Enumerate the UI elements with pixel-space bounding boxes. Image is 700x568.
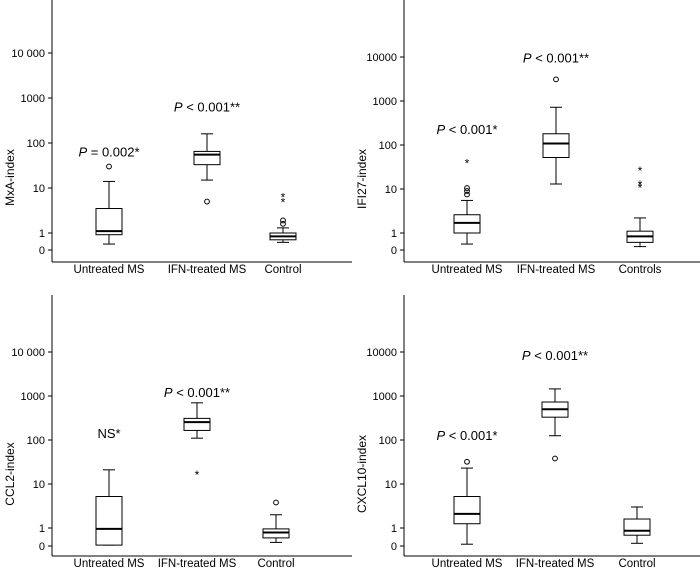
- box-iqr: [453, 495, 481, 525]
- y-tick-label: 10: [385, 184, 397, 196]
- outlier-circle: [464, 191, 470, 198]
- significance-annotation: P < 0.001*: [436, 428, 497, 443]
- chart-panel-3: 0 1 10 100 1000 10 000 CCL2-index Untreated MS I…: [3, 295, 352, 568]
- outlier-circle: [280, 220, 286, 227]
- y-tick-label: 0: [39, 541, 45, 553]
- y-axis-title: CXCL10-index: [355, 435, 369, 513]
- box-2: [193, 133, 221, 205]
- y-tick-label: 1000: [21, 391, 45, 403]
- outlier-circle: [464, 188, 470, 194]
- y-tick-label: 10000: [366, 347, 397, 359]
- x-category-label: IFN-treated MS: [517, 264, 596, 276]
- x-category-label: Untreated MS: [432, 558, 503, 568]
- y-tick-label: 1: [39, 228, 45, 240]
- box-1: [95, 163, 123, 245]
- y-tick-label: 10: [33, 479, 45, 491]
- outlier-star: *: [195, 468, 200, 482]
- x-category-label: IFN-treated MS: [516, 558, 595, 568]
- y-tick-label: 1: [39, 523, 45, 535]
- significance-annotation: P < 0.001**: [164, 385, 230, 400]
- y-tick-label: 100: [379, 435, 397, 447]
- x-category-label: Control: [257, 558, 294, 568]
- y-axis-title: CCL2-index: [3, 442, 17, 505]
- box-1: [453, 458, 481, 545]
- box-iqr: [623, 518, 651, 536]
- outlier-star: *: [638, 164, 643, 178]
- outlier-star: *: [638, 178, 643, 192]
- outlier-star: *: [638, 181, 643, 195]
- y-tick-label: 100: [27, 435, 45, 447]
- outlier-circle: [553, 76, 559, 83]
- x-category-label: Controls: [619, 264, 662, 276]
- y-axis-title: MxA-index: [3, 149, 17, 206]
- box-1: [95, 469, 123, 546]
- box-2: *: [183, 402, 211, 482]
- y-tick-label: 10 000: [11, 347, 45, 359]
- y-tick-label: 100: [379, 140, 397, 152]
- chart-panel-2: 0 1 10 100 1000 10000 IFI27-index Untreated MS I…: [355, 0, 700, 276]
- box-iqr: [183, 417, 211, 431]
- x-category-label: Control: [264, 264, 301, 276]
- significance-annotation: NS*: [97, 426, 120, 441]
- y-tick-label: 1: [391, 228, 397, 240]
- chart-panel-1: 0 1 10 100 1000 10 000 MxA-index Untreated MS IF…: [3, 0, 352, 276]
- x-category-label: Control: [618, 558, 655, 568]
- outlier-circle: [280, 217, 286, 224]
- box-iqr: [95, 495, 123, 546]
- y-tick-label: 1: [391, 523, 397, 535]
- outlier-circle: [204, 198, 210, 205]
- x-category-label: Untreated MS: [432, 264, 503, 276]
- significance-annotation: P < 0.001**: [522, 348, 588, 363]
- outlier-star: *: [465, 157, 470, 171]
- significance-annotation: P < 0.001*: [436, 122, 497, 137]
- y-tick-label: 1000: [373, 391, 397, 403]
- box-iqr: [453, 214, 481, 234]
- outlier-circle: [552, 455, 558, 462]
- y-tick-label: 0: [391, 245, 397, 257]
- box-2: [541, 388, 569, 462]
- y-tick-label: 1000: [373, 96, 397, 108]
- x-category-label: Untreated MS: [74, 264, 145, 276]
- box-iqr: [542, 133, 570, 158]
- y-tick-label: 10000: [366, 52, 397, 64]
- outlier-circle: [106, 163, 112, 170]
- significance-annotation: P < 0.001**: [174, 100, 240, 115]
- box-3: [623, 506, 651, 544]
- significance-annotation: P < 0.001**: [523, 50, 589, 65]
- outlier-star: *: [281, 196, 286, 210]
- outlier-star: *: [281, 190, 286, 204]
- box-2: [542, 76, 570, 185]
- y-tick-label: 1000: [21, 93, 45, 105]
- y-axis-title: IFI27-index: [355, 149, 369, 209]
- y-tick-label: 0: [391, 541, 397, 553]
- box-iqr: [193, 150, 221, 166]
- significance-annotation: P = 0.002*: [78, 145, 139, 160]
- box-3: [262, 499, 290, 543]
- box-1: *: [453, 157, 481, 245]
- chart-panel-4: 0 1 10 100 1000 10000 CXCL10-index Untreated MS…: [355, 295, 700, 568]
- box-3: ***: [626, 164, 654, 248]
- y-tick-label: 100: [27, 138, 45, 150]
- y-tick-label: 10 000: [11, 48, 45, 60]
- y-tick-label: 10: [385, 479, 397, 491]
- outlier-circle: [273, 499, 279, 506]
- box-3: **: [269, 190, 297, 243]
- outlier-circle: [464, 185, 470, 191]
- x-category-label: IFN-treated MS: [168, 264, 247, 276]
- x-category-label: Untreated MS: [74, 558, 145, 568]
- x-category-label: IFN-treated MS: [158, 558, 237, 568]
- y-tick-label: 10: [33, 183, 45, 195]
- y-tick-label: 0: [39, 245, 45, 257]
- outlier-circle: [464, 458, 470, 465]
